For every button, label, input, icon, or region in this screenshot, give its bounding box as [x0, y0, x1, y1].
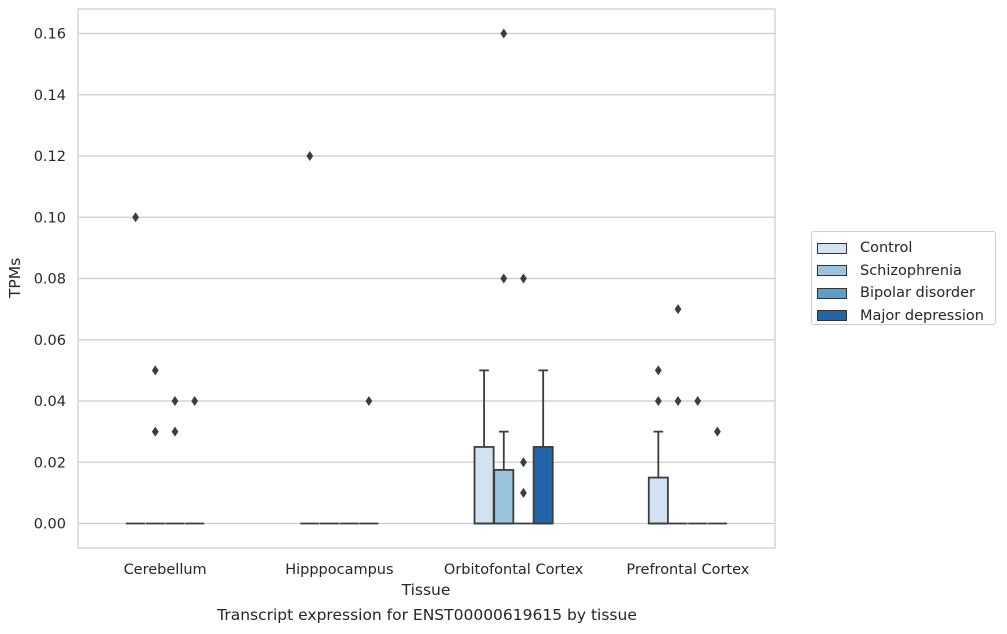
box-major-depression: [185, 396, 205, 525]
outlier-point: [654, 365, 662, 376]
outlier-point: [306, 151, 314, 161]
x-tick-labels: Cerebellum Hipppocampus Orbitofontal Corte…: [124, 562, 750, 578]
outlier-point: [132, 212, 139, 223]
y-tick-label: 0.06: [34, 333, 66, 349]
box-major-depression: [359, 396, 379, 525]
box-major-depression: [707, 426, 727, 525]
outlier-point: [674, 396, 682, 406]
outlier-point: [171, 396, 179, 406]
legend-swatch: [817, 310, 847, 322]
x-tick-label: Cerebellum: [124, 562, 207, 578]
y-tick-label: 0.12: [34, 149, 66, 165]
legend-label: Control: [860, 240, 913, 257]
x-tick-label: Hipppocampus: [285, 562, 393, 578]
box-bipolar-disorder: [513, 273, 534, 525]
legend-label: Schizophrenia: [860, 262, 962, 279]
x-tick-label: Orbitofontal Cortex: [444, 562, 584, 578]
outlier-point: [520, 487, 527, 498]
box-control: [473, 369, 495, 525]
box-schizophrenia: [145, 365, 165, 525]
outlier-point: [151, 365, 159, 376]
outlier-point: [500, 28, 508, 39]
outlier-point: [365, 396, 373, 406]
outlier-point: [171, 426, 179, 437]
box-body: [493, 469, 515, 525]
box-control: [300, 151, 320, 525]
outlier-point: [191, 396, 199, 406]
legend: Control Schizophrenia Bipolar disorder M…: [811, 231, 996, 325]
box-schizophrenia: [668, 304, 688, 525]
y-tick-label: 0.00: [34, 517, 66, 533]
outlier-point: [674, 304, 682, 315]
box-body: [473, 446, 495, 525]
y-tick-label: 0.02: [34, 455, 66, 471]
legend-item-bipolar-disorder: Bipolar disorder: [817, 282, 995, 305]
outlier-point: [520, 457, 527, 468]
chart-caption: Transcript expression for ENST0000061961…: [217, 606, 637, 624]
y-tick-labels: 0.00 0.02 0.04 0.06 0.08 0.10 0.12 0.14 0.16: [34, 27, 66, 533]
box-body: [532, 446, 554, 525]
x-axis-label: Tissue: [401, 581, 451, 599]
outlier-point: [654, 396, 662, 406]
plot-area-frame: [77, 8, 776, 549]
box-body: [647, 476, 669, 525]
y-tick-label: 0.14: [34, 88, 66, 104]
outlier-point: [500, 273, 508, 284]
legend-item-schizophrenia: Schizophrenia: [817, 260, 995, 283]
outlier-point: [520, 273, 527, 284]
box-bipolar-disorder: [688, 396, 708, 525]
outlier-point: [714, 426, 721, 437]
outlier-point: [151, 426, 159, 437]
outlier-point: [694, 396, 702, 406]
box-control: [647, 365, 669, 525]
legend-swatch: [817, 287, 847, 299]
boxes: [126, 28, 727, 525]
y-tick-label: 0.08: [34, 272, 66, 288]
box-control: [126, 212, 146, 525]
gridlines: [78, 32, 775, 525]
box-schizophrenia: [493, 28, 515, 525]
legend-label: Major depression: [860, 307, 984, 324]
x-tick-label: Prefrontal Cortex: [626, 562, 749, 578]
legend-item-major-depression: Major depression: [817, 305, 995, 328]
legend-label: Bipolar disorder: [860, 285, 975, 302]
legend-swatch: [817, 242, 847, 254]
legend-item-control: Control: [817, 237, 995, 260]
y-tick-label: 0.04: [34, 394, 66, 410]
box-bipolar-disorder: [165, 396, 185, 525]
box-major-depression: [532, 369, 554, 525]
y-tick-label: 0.16: [34, 27, 66, 43]
y-tick-label: 0.10: [34, 210, 66, 226]
y-axis-label: TPMs: [6, 258, 24, 299]
legend-swatch: [817, 265, 847, 277]
